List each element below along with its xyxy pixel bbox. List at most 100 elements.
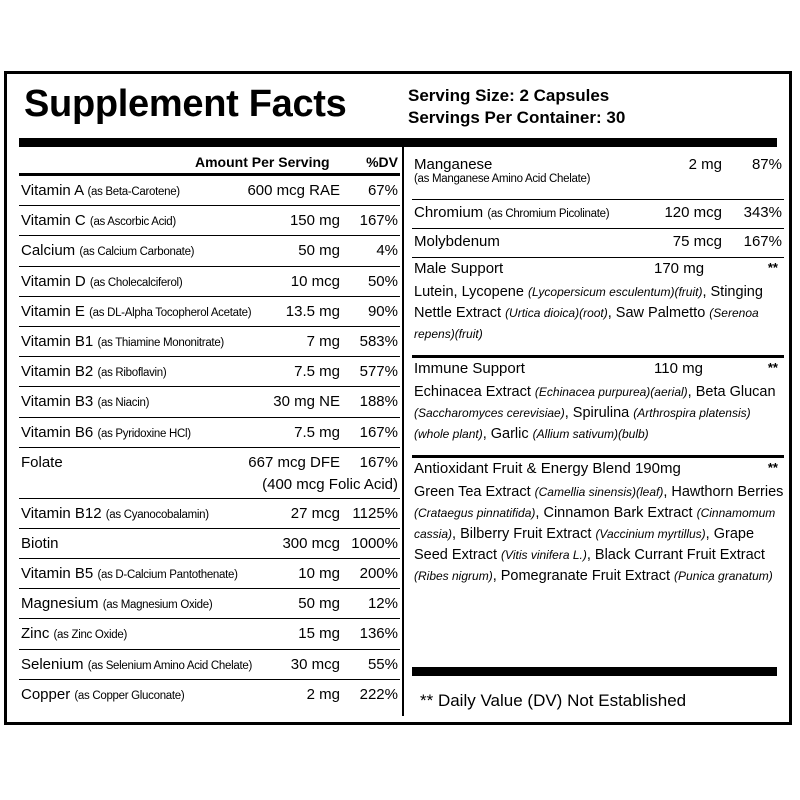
- nutrient-source: (as Calcium Carbonate): [79, 246, 195, 259]
- blend-immune-support: Immune Support 110 mg ** Echinacea Extra…: [412, 358, 784, 458]
- nutrient-source: (as Thiamine Mononitrate): [97, 336, 224, 349]
- nutrient-row: Vitamin B2 (as Riboflavin) 7.5 mg 577%: [19, 357, 400, 388]
- nutrient-row: Vitamin B3 (as Niacin) 30 mg NE 188%: [19, 387, 400, 418]
- ingredient-botanical: (Arthrospira platensis)(whole plant): [414, 406, 751, 441]
- nutrient-name: Calcium: [21, 242, 76, 260]
- nutrient-name-with-source: Vitamin B6 (as Pyridoxine HCl): [21, 424, 191, 441]
- nutrient-amount: 2 mg: [688, 156, 722, 173]
- nutrient-row: Copper (as Copper Gluconate) 2 mg 222%: [19, 680, 400, 710]
- nutrient-dv: 222%: [359, 685, 398, 703]
- ingredient-botanical: (Camellia sinensis)(leaf): [534, 485, 664, 499]
- ingredient-botanical: (Lycopersicum esculentum)(fruit): [527, 285, 703, 299]
- ingredient-name: Pomegranate Fruit Extract: [496, 568, 675, 584]
- ingredient-botanical: (Urtica dioica)(root): [505, 306, 608, 320]
- nutrient-row: Zinc (as Zinc Oxide) 15 mg 136%: [19, 619, 400, 650]
- nutrient-amount: 27 mcg: [290, 504, 340, 522]
- blend-ingredients: Lutein, Lycopene (Lycopersicum esculentu…: [414, 282, 784, 345]
- nutrient-amount: 150 mg: [289, 212, 340, 230]
- ingredient-name: Spirulina: [568, 405, 634, 421]
- column-divider: [402, 147, 404, 716]
- nutrient-name: Vitamin E: [21, 302, 85, 320]
- nutrient-dv: 55%: [367, 655, 398, 673]
- nutrient-name-with-source: Vitamin C (as Ascorbic Acid): [21, 212, 176, 229]
- nutrient-dv: 167%: [359, 453, 398, 471]
- nutrient-dv: 167%: [743, 233, 782, 250]
- ingredient-separator: ,: [586, 547, 591, 563]
- nutrient-row: Vitamin A (as Beta-Carotene) 600 mcg RAE 6…: [19, 176, 400, 207]
- nutrient-source: (as Riboflavin): [97, 367, 167, 380]
- nutrient-source: (as Ascorbic Acid): [89, 216, 176, 229]
- ingredient-name: Saw Palmetto: [611, 305, 710, 321]
- nutrient-row-manganese: Manganese (as Manganese Amino Acid Chela…: [412, 152, 784, 200]
- nutrient-name: Copper: [21, 685, 71, 703]
- ingredient-name: Beta Glucan: [691, 384, 776, 400]
- nutrient-source: (as DL-Alpha Tocopherol Acetate): [89, 306, 252, 319]
- supplement-facts-panel: Supplement Facts Serving Size: 2 Capsule…: [4, 71, 792, 725]
- nutrient-source: (as Magnesium Oxide): [102, 599, 213, 612]
- nutrient-amount: 15 mg: [298, 625, 340, 643]
- nutrient-name: Zinc: [21, 625, 50, 643]
- nutrient-name-with-source: Biotin: [21, 535, 59, 552]
- blend-name: Antioxidant Fruit & Energy Blend 190mg: [414, 460, 681, 477]
- panel-title: Supplement Facts: [24, 83, 347, 125]
- nutrient-dv: 167%: [359, 423, 398, 441]
- nutrient-source: (as Cyanocobalamin): [105, 508, 209, 521]
- nutrient-name: Folate: [21, 453, 63, 471]
- nutrient-name: Vitamin A: [21, 182, 84, 199]
- nutrient-row: Magnesium (as Magnesium Oxide) 50 mg 12%: [19, 589, 400, 620]
- nutrient-row: Vitamin B6 (as Pyridoxine HCl) 7.5 mg 167%: [19, 418, 400, 448]
- nutrient-row: Biotin 300 mcg 1000%: [19, 529, 400, 560]
- ingredient-botanical: (Vitis vinifera L.): [501, 548, 587, 562]
- nutrient-dv: 577%: [359, 363, 398, 381]
- ingredient-name: Green Tea Extract: [414, 484, 535, 500]
- ingredient-botanical: (Cinnamomum cassia): [414, 506, 776, 541]
- nutrient-amount: 13.5 mg: [285, 302, 340, 320]
- nutrient-name-with-source: Vitamin E (as DL-Alpha Tocopherol Acetat…: [21, 302, 252, 320]
- nutrient-dv: 583%: [359, 332, 398, 350]
- nutrient-name: Vitamin D: [21, 272, 86, 290]
- blend-dv: **: [767, 360, 778, 375]
- ingredient-botanical: (Punica granatum): [674, 569, 773, 583]
- nutrient-row-chromium: Chromium (as Chromium Picolinate) 120 mc…: [412, 200, 784, 229]
- nutrient-name: Vitamin B2: [21, 363, 94, 381]
- blend-ingredients: Echinacea Extract (Echinacea purpurea)(a…: [414, 382, 784, 445]
- right-nutrient-table: Manganese (as Manganese Amino Acid Chela…: [412, 152, 784, 597]
- ingredient-separator: ,: [607, 305, 612, 321]
- nutrient-source: (as D-Calcium Pantothenate): [97, 569, 238, 582]
- nutrient-row: Vitamin B1 (as Thiamine Mononitrate) 7 mg…: [19, 327, 400, 358]
- nutrient-dv: 90%: [367, 302, 398, 320]
- nutrient-amount: 7.5 mg: [294, 363, 340, 381]
- nutrient-amount: 10 mg: [298, 565, 340, 583]
- nutrient-name-with-source: Vitamin B12 (as Cyanocobalamin): [21, 505, 209, 522]
- ingredient-separator: ,: [535, 505, 540, 521]
- ingredient-separator: ,: [705, 526, 710, 542]
- nutrient-name: Manganese: [414, 156, 493, 173]
- ingredient-name: Lutein, Lycopene: [414, 284, 528, 300]
- column-header: Amount Per Serving %DV: [19, 147, 400, 176]
- nutrient-amount: 120 mcg: [664, 204, 722, 221]
- nutrient-amount: 50 mg: [298, 242, 340, 260]
- nutrient-name: Vitamin C: [21, 212, 86, 230]
- nutrient-name: Magnesium: [21, 595, 99, 613]
- nutrient-row: Calcium (as Calcium Carbonate) 50 mg 4%: [19, 236, 400, 267]
- nutrient-name: Vitamin B1: [21, 332, 94, 350]
- nutrient-source: (as Manganese Amino Acid Chelate): [414, 173, 591, 185]
- dv-header: %DV: [366, 154, 398, 170]
- serving-info: Serving Size: 2 Capsules Servings Per Co…: [408, 85, 625, 129]
- nutrient-source: (as Copper Gluconate): [74, 689, 185, 702]
- ingredient-name: Stinging Nettle Extract: [414, 284, 763, 321]
- ingredient-botanical: (Ribes nigrum): [414, 569, 493, 583]
- nutrient-name: Vitamin B12: [21, 504, 102, 522]
- nutrient-name-with-source: Vitamin D (as Cholecalciferol): [21, 272, 183, 290]
- nutrient-name-with-source: Vitamin B3 (as Niacin): [21, 393, 149, 410]
- nutrient-name-with-source: Vitamin B5 (as D-Calcium Pantothenate): [21, 565, 238, 582]
- nutrient-name: Biotin: [21, 534, 59, 552]
- nutrient-row: Vitamin E (as DL-Alpha Tocopherol Acetat…: [19, 297, 400, 327]
- ingredient-botanical: (Crataegus pinnatifida): [414, 506, 536, 520]
- nutrient-name-with-source: Calcium (as Calcium Carbonate): [21, 242, 195, 260]
- blend-header: Male Support 170 mg **: [414, 260, 784, 282]
- nutrient-source: (as Niacin): [97, 397, 150, 410]
- nutrient-name-with-source: Vitamin B1 (as Thiamine Mononitrate): [21, 333, 224, 350]
- nutrient-row: Selenium (as Selenium Amino Acid Chelate…: [19, 650, 400, 680]
- blend-name: Male Support: [414, 260, 504, 277]
